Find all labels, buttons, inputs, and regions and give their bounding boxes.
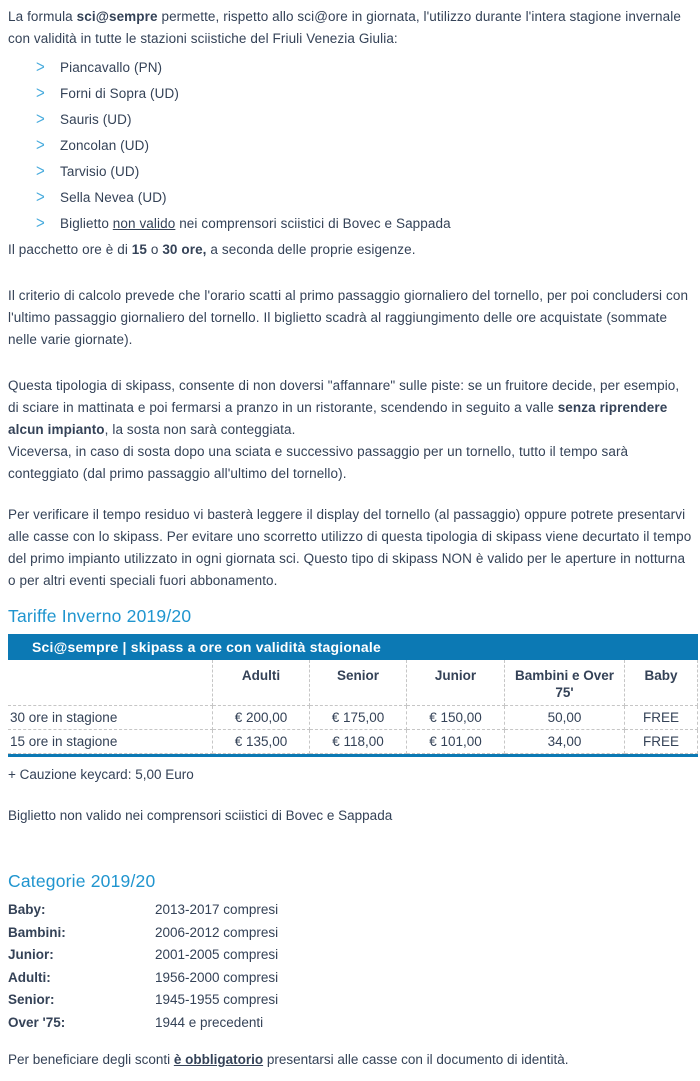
table-row-label: 15 ore in stagione bbox=[8, 730, 213, 754]
category-label: Over '75: bbox=[8, 1014, 66, 1030]
category-row: Over '75: 1944 e precedenti bbox=[8, 1012, 692, 1035]
station-label: Forni di Sopra (UD) bbox=[60, 86, 179, 101]
package-bold-15: 15 bbox=[131, 242, 147, 257]
type-text-post: , la sosta non sarà conteggiata. bbox=[104, 422, 296, 437]
chevron-right-icon: > bbox=[36, 83, 45, 104]
category-value: 2006-2012 compresi bbox=[155, 924, 279, 940]
table-cell-price: € 135,00 bbox=[213, 730, 310, 754]
station-label: Tarvisio (UD) bbox=[60, 164, 140, 179]
table-cell-price: € 150,00 bbox=[407, 706, 505, 730]
station-label: Sella Nevea (UD) bbox=[60, 190, 167, 205]
category-row: Bambini: 2006-2012 compresi bbox=[8, 922, 692, 945]
table-cell-price: € 118,00 bbox=[310, 730, 407, 754]
category-row: Adulti: 1956-2000 compresi bbox=[8, 967, 692, 990]
stations-list: > Piancavallo (PN) > Forni di Sopra (UD) >… bbox=[8, 55, 692, 237]
category-label: Bambini: bbox=[8, 924, 66, 940]
column-header-adulti: Adulti bbox=[213, 660, 310, 706]
package-text-pre: Il pacchetto ore è di bbox=[8, 242, 132, 257]
table-grid: Adulti Senior Junior Bambini e Over 75' … bbox=[8, 660, 698, 757]
category-label: Senior: bbox=[8, 992, 55, 1007]
chevron-right-icon: > bbox=[36, 213, 45, 234]
category-value: 2001-2005 compresi bbox=[155, 947, 279, 962]
table-title-bar: Sci@sempre | skipass a ore con validità … bbox=[8, 634, 698, 660]
tariffs-heading: Tariffe Inverno 2019/20 bbox=[8, 606, 192, 626]
chevron-right-icon: > bbox=[36, 57, 45, 78]
ticket-note-underlined: non valido bbox=[112, 216, 176, 231]
list-item-station: > Sauris (UD) bbox=[8, 107, 692, 133]
station-label: Piancavallo (PN) bbox=[60, 60, 163, 75]
column-header-baby: Baby bbox=[625, 660, 698, 706]
type-bold-senza-riprendere: senza riprendere alcun impianto bbox=[8, 400, 668, 437]
station-label: Zoncolan (UD) bbox=[60, 138, 150, 153]
list-item-station: > Piancavallo (PN) bbox=[8, 55, 692, 81]
ticket-note-pre: Biglietto bbox=[60, 216, 113, 231]
verify-paragraph: Per verificare il tempo residuo vi baste… bbox=[8, 507, 692, 588]
categories-heading: Categorie 2019/20 bbox=[8, 871, 156, 891]
column-header-empty bbox=[8, 660, 213, 706]
chevron-right-icon: > bbox=[36, 135, 45, 156]
column-header-senior: Senior bbox=[310, 660, 407, 706]
category-label: Baby: bbox=[8, 902, 46, 917]
chevron-right-icon: > bbox=[36, 187, 45, 208]
table-cell-price: FREE bbox=[625, 706, 698, 730]
deposit-note: + Cauzione keycard: 5,00 Euro bbox=[8, 767, 194, 782]
category-value: 1944 e precedenti bbox=[155, 1014, 264, 1030]
category-value: 1956-2000 compresi bbox=[155, 969, 279, 985]
list-item-station: > Forni di Sopra (UD) bbox=[8, 81, 692, 107]
table-cell-price: € 175,00 bbox=[310, 706, 407, 730]
package-bold-30-ore: 30 ore, bbox=[162, 242, 207, 257]
list-item-station: > Sella Nevea (UD) bbox=[8, 185, 692, 211]
viceversa-paragraph: Viceversa, in caso di sosta dopo una sci… bbox=[8, 444, 629, 481]
discount-note-pre: Per beneficiare degli sconti bbox=[8, 1052, 174, 1067]
category-row: Baby: 2013-2017 compresi bbox=[8, 899, 692, 922]
ticket-note-post: nei comprensori sciistici di Bovec e Sap… bbox=[175, 216, 451, 231]
table-cell-price: € 101,00 bbox=[407, 730, 505, 754]
intro-paragraph: La formula sci@sempre permette, rispetto… bbox=[8, 6, 692, 50]
tariffs-table: Sci@sempre | skipass a ore con validità … bbox=[8, 634, 698, 757]
type-text-pre: Questa tipologia di skipass, consente di… bbox=[8, 378, 680, 415]
list-item-station: > Zoncolan (UD) bbox=[8, 133, 692, 159]
category-value: 1945-1955 compresi bbox=[155, 992, 279, 1007]
validity-note: Biglietto non valido nei comprensori sci… bbox=[8, 808, 393, 823]
discount-note-obbligatorio: è obbligatorio bbox=[173, 1052, 264, 1067]
chevron-right-icon: > bbox=[36, 109, 45, 130]
table-cell-price: FREE bbox=[625, 730, 698, 754]
list-item-station: > Tarvisio (UD) bbox=[8, 159, 692, 185]
categories-list: Baby: 2013-2017 compresi Bambini: 2006-201… bbox=[8, 899, 692, 1034]
skipass-type-paragraph: Questa tipologia di skipass, consente di… bbox=[8, 375, 692, 441]
discount-note: Per beneficiare degli sconti è obbligato… bbox=[8, 1049, 692, 1071]
station-label: Sauris (UD) bbox=[60, 112, 132, 127]
category-row: Senior: 1945-1955 compresi bbox=[8, 989, 692, 1012]
category-label: Junior: bbox=[8, 947, 54, 962]
intro-text-post: permette, rispetto allo sci@ore in giorn… bbox=[8, 9, 681, 46]
discount-note-post: presentarsi alle casse con il documento … bbox=[263, 1052, 569, 1067]
table-cell-price: 50,00 bbox=[505, 706, 625, 730]
category-value: 2013-2017 compresi bbox=[155, 902, 279, 917]
package-text-post: a seconda delle proprie esigenze. bbox=[206, 242, 416, 257]
intro-bold-scisempre: sci@sempre bbox=[76, 9, 158, 24]
column-header-junior: Junior bbox=[407, 660, 505, 706]
calc-paragraph: Il criterio di calcolo prevede che l'ora… bbox=[8, 288, 689, 347]
chevron-right-icon: > bbox=[36, 161, 45, 182]
package-paragraph: Il pacchetto ore è di 15 o 30 ore, a sec… bbox=[8, 239, 692, 261]
table-row-label: 30 ore in stagione bbox=[8, 706, 213, 730]
package-text-mid: o bbox=[147, 242, 163, 257]
table-cell-price: € 200,00 bbox=[213, 706, 310, 730]
list-item-ticket-note: > Biglietto non valido nei comprensori sc… bbox=[8, 211, 692, 237]
category-label: Adulti: bbox=[8, 969, 51, 985]
table-cell-price: 34,00 bbox=[505, 730, 625, 754]
intro-text-pre: La formula bbox=[8, 9, 77, 24]
category-row: Junior: 2001-2005 compresi bbox=[8, 944, 692, 967]
column-header-bambini-over75: Bambini e Over 75' bbox=[505, 660, 625, 706]
